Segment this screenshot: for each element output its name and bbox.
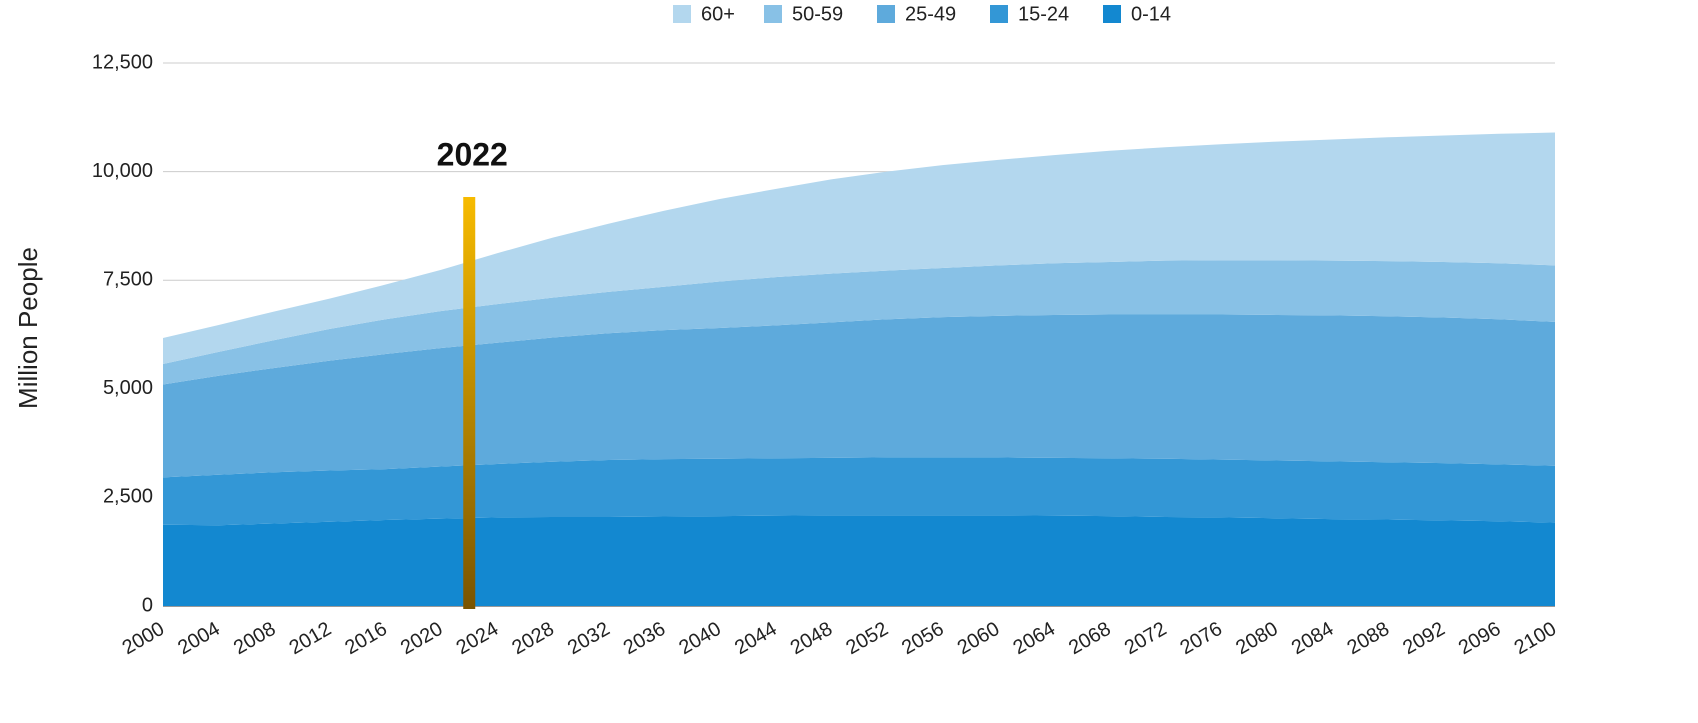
legend-label: 25-49	[905, 3, 956, 25]
legend-swatch	[673, 5, 691, 23]
x-tick-label: 2076	[1177, 618, 1227, 659]
y-tick-label: 5,000	[103, 377, 153, 399]
x-tick-label: 2000	[119, 618, 169, 659]
x-tick-label: 2052	[842, 618, 892, 659]
x-tick-label: 2060	[954, 618, 1004, 659]
x-tick-label: 2088	[1344, 618, 1394, 659]
y-tick-label: 7,500	[103, 268, 153, 290]
legend-swatch	[764, 5, 782, 23]
x-tick-label: 2032	[564, 618, 614, 659]
x-tick-label: 2040	[675, 618, 725, 659]
x-tick-label: 2012	[286, 618, 336, 659]
y-tick-label: 2,500	[103, 486, 153, 508]
y-tick-label: 0	[142, 594, 153, 616]
x-tick-label: 2080	[1232, 618, 1282, 659]
x-tick-label: 2072	[1121, 618, 1171, 659]
area	[163, 260, 1555, 385]
x-tick-label: 2036	[620, 618, 670, 659]
legend-label: 0-14	[1131, 3, 1171, 25]
x-tick-label: 2044	[731, 618, 781, 659]
x-tick-label: 2056	[898, 618, 948, 659]
y-tick-label: 10,000	[92, 160, 153, 182]
x-tick-label: 2028	[508, 618, 558, 659]
x-tick-label: 2084	[1288, 618, 1338, 659]
x-tick-label: 2004	[174, 618, 224, 659]
legend-label: 60+	[701, 3, 735, 25]
area	[163, 314, 1555, 478]
legend-label: 50-59	[792, 3, 843, 25]
x-tick-label: 2092	[1399, 618, 1449, 659]
x-tick-label: 2048	[787, 618, 837, 659]
x-tick-label: 2096	[1455, 618, 1505, 659]
x-tick-label: 2020	[397, 618, 447, 659]
x-tick-label: 2016	[341, 618, 391, 659]
x-tick-label: 2024	[453, 618, 503, 659]
area	[163, 132, 1555, 365]
x-tick-label: 2008	[230, 618, 280, 659]
y-tick-label: 12,500	[92, 51, 153, 73]
x-tick-label: 2068	[1065, 618, 1115, 659]
area	[163, 515, 1555, 606]
x-tick-label: 2064	[1009, 618, 1059, 659]
legend-swatch	[990, 5, 1008, 23]
legend-swatch	[1103, 5, 1121, 23]
annotation-bar	[463, 197, 476, 609]
x-tick-label: 2100	[1511, 618, 1561, 659]
annotation-label: 2022	[437, 136, 508, 172]
legend-swatch	[877, 5, 895, 23]
legend-label: 15-24	[1018, 3, 1069, 25]
area	[163, 457, 1555, 526]
y-axis-label: Million People	[13, 247, 43, 409]
